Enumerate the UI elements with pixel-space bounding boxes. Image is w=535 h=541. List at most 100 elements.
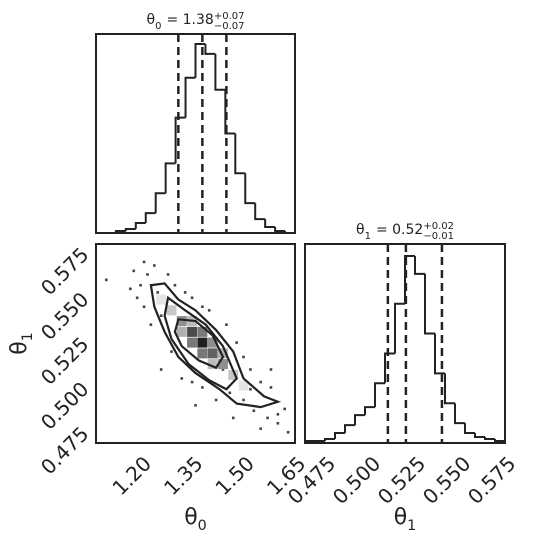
- x-tick-label: 0.525: [373, 451, 430, 508]
- title-lower: −0.07: [214, 21, 245, 32]
- sample-point: [252, 409, 256, 413]
- y-axis-label: θ1: [7, 332, 36, 355]
- histogram-step: [154, 192, 166, 214]
- density-cell: [176, 316, 187, 327]
- sample-point: [276, 421, 280, 425]
- density-cell: [166, 305, 177, 316]
- sample-point: [221, 368, 225, 371]
- label-symbol: θ: [7, 341, 32, 354]
- sample-point: [180, 377, 184, 380]
- y-tick-label: 0.550: [36, 287, 93, 344]
- sample-point: [139, 283, 142, 287]
- sample-point: [132, 269, 136, 273]
- panel-frame: [95, 33, 296, 234]
- x-tick-label: 0.550: [418, 451, 475, 508]
- title-index: 1: [365, 231, 371, 242]
- title-symbol: θ: [356, 222, 365, 238]
- label-index: 1: [20, 332, 36, 341]
- y-tick-label: 0.575: [36, 242, 93, 299]
- histogram-step: [134, 222, 146, 230]
- sample-point: [269, 386, 273, 389]
- sample-point: [225, 323, 228, 326]
- histogram-step: [324, 438, 335, 442]
- density-cell: [217, 348, 228, 359]
- density-cell: [197, 337, 208, 348]
- histogram-step: [264, 219, 276, 229]
- histogram-step: [444, 373, 455, 405]
- density-cell: [207, 348, 218, 359]
- sample-point: [259, 427, 262, 430]
- sample-point: [266, 416, 269, 420]
- contour: [173, 318, 225, 370]
- panel-frame: [304, 243, 506, 444]
- sample-point: [190, 380, 194, 384]
- histogram-step: [164, 162, 176, 194]
- histogram-step: [344, 424, 355, 434]
- title-index: 0: [155, 21, 161, 32]
- histogram-step: [454, 403, 465, 425]
- density-cell: [207, 359, 218, 370]
- panel-title: θ1 = 0.52+0.02 −0.01: [356, 221, 454, 242]
- histogram-step: [484, 437, 495, 441]
- sample-point: [231, 416, 235, 420]
- histogram-step: [364, 406, 375, 416]
- sample-point: [173, 283, 177, 287]
- histogram-step: [274, 227, 286, 233]
- histogram-step: [254, 203, 266, 221]
- histogram-step: [334, 432, 345, 440]
- contour: [149, 282, 282, 409]
- sample-point: [201, 386, 204, 389]
- x-axis-label: θ1: [394, 505, 417, 534]
- density-cell: [197, 326, 208, 337]
- histogram-step: [214, 53, 226, 91]
- x-axis-label: θ0: [184, 505, 207, 534]
- sample-point: [249, 387, 252, 391]
- sample-point: [183, 291, 187, 294]
- histogram-step: [204, 43, 216, 55]
- sample-point: [170, 350, 173, 353]
- density-cell: [187, 337, 198, 348]
- sample-point: [259, 380, 262, 384]
- panel-frame: [95, 243, 296, 444]
- sample-point: [242, 355, 245, 359]
- histogram-step: [234, 133, 246, 175]
- sample-point: [135, 296, 139, 300]
- sample-point: [201, 305, 204, 309]
- y-tick-label: 0.475: [36, 422, 93, 479]
- title-symbol: θ: [147, 12, 156, 28]
- label-symbol: θ: [184, 505, 197, 530]
- sample-point: [194, 404, 197, 407]
- histogram-step: [414, 255, 425, 275]
- histogram-step: [394, 302, 405, 354]
- label-index: 1: [407, 518, 416, 534]
- label-symbol: θ: [394, 505, 407, 530]
- title-lower: −0.01: [423, 231, 454, 242]
- sample-point: [286, 430, 290, 434]
- histogram-step: [424, 273, 435, 335]
- histogram-step: [244, 173, 256, 205]
- panel-title: θ0 = 1.38+0.07 −0.07: [147, 11, 245, 32]
- sample-point: [249, 368, 252, 371]
- histogram-step: [374, 382, 385, 408]
- x-tick-label: 1.20: [108, 451, 156, 499]
- sample-point: [269, 368, 273, 371]
- histogram-step: [144, 212, 156, 224]
- density-cell: [228, 369, 239, 380]
- histogram-step: [174, 116, 186, 164]
- sample-point: [207, 309, 211, 312]
- sample-point: [242, 398, 245, 402]
- density-cell: [197, 348, 208, 359]
- title-value: = 0.52: [376, 222, 423, 238]
- histogram-step: [354, 414, 365, 426]
- y-tick-label: 0.525: [36, 332, 93, 389]
- histogram-step: [124, 228, 136, 232]
- sample-point: [129, 287, 132, 291]
- sample-point: [104, 278, 108, 282]
- x-tick-label: 1.35: [159, 451, 207, 499]
- sample-point: [156, 291, 160, 294]
- x-tick-label: 1.50: [211, 451, 259, 499]
- histogram-step: [194, 42, 206, 78]
- x-tick-label: 0.575: [463, 451, 520, 508]
- sample-point: [146, 273, 149, 276]
